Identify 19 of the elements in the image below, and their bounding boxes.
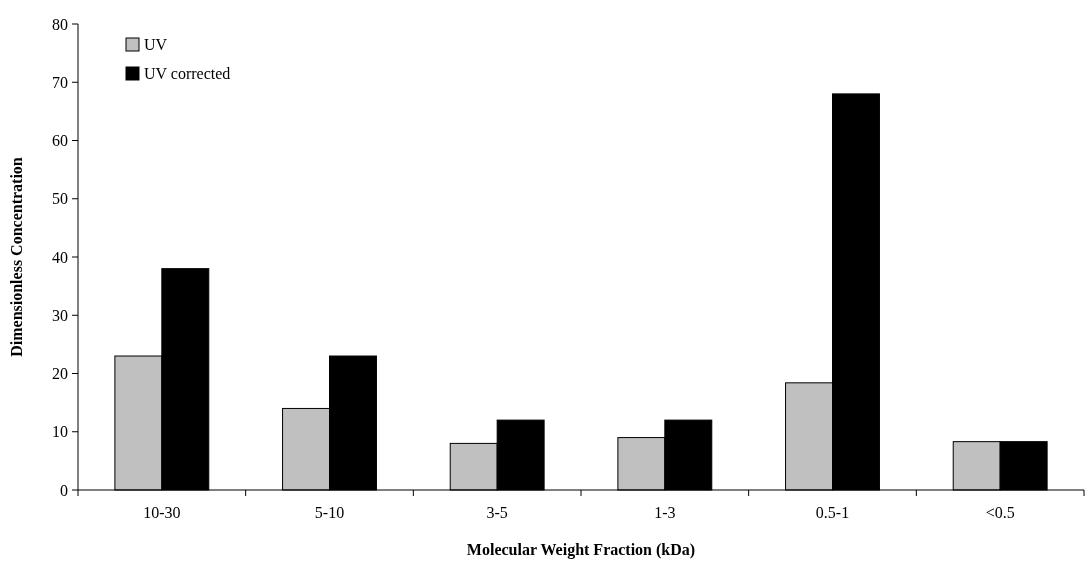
y-tick-label: 10 [52, 423, 68, 441]
x-tick-label: 1-3 [654, 504, 676, 521]
x-tick-label: 0.5-1 [815, 504, 850, 521]
x-tick-label: <0.5 [985, 504, 1015, 521]
y-tick-label: 60 [52, 132, 68, 150]
y-tick-label: 20 [52, 365, 68, 383]
x-axis-title: Molecular Weight Fraction (kDa) [466, 541, 696, 559]
y-tick-label: 40 [52, 248, 68, 266]
y-tick-label: 80 [52, 15, 68, 33]
legend-label: UV [144, 35, 168, 53]
y-axis-title: Dimensionless Concentration [8, 157, 25, 357]
x-tick-label: 3-5 [486, 504, 508, 521]
y-tick-label: 0 [60, 481, 68, 499]
y-tick-label: 70 [52, 73, 68, 91]
legend-label: UV corrected [144, 64, 231, 82]
y-tick-label: 50 [52, 190, 68, 208]
y-tick-label: 30 [52, 306, 68, 324]
x-tick-label: 10-30 [143, 504, 181, 521]
x-tick-label: 5-10 [314, 504, 345, 521]
